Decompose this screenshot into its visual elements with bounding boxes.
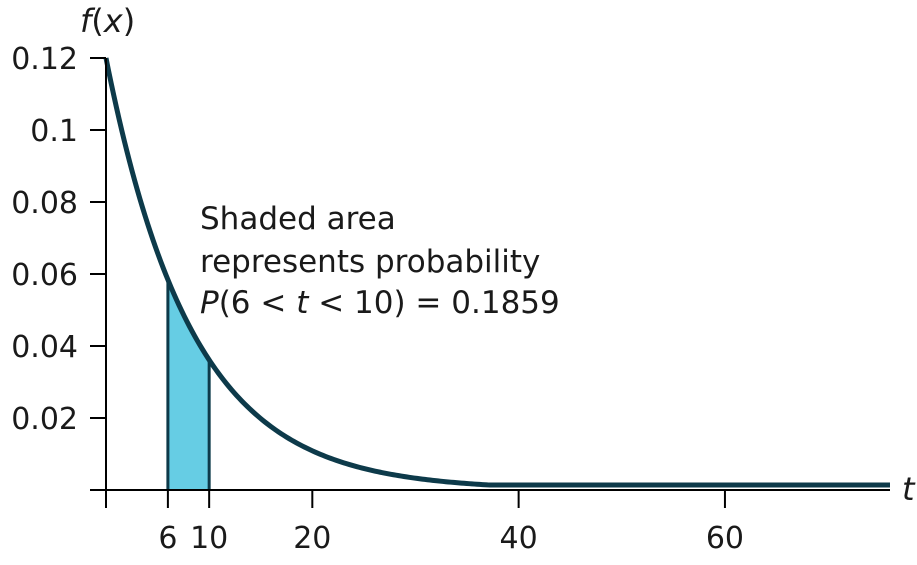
y-tick-label: 0.06 (11, 258, 78, 293)
x-tick-label: 10 (190, 521, 228, 556)
y-tick-label: 0.1 (30, 114, 78, 149)
shaded-area-layer (166, 279, 211, 490)
annotation-t: t (296, 285, 310, 321)
y-tick-label: 0.08 (11, 186, 78, 221)
x-tick-label: 40 (500, 521, 538, 556)
annotation-part-a: (6 < (219, 285, 297, 321)
y-axis-title-x: x (103, 2, 124, 40)
x-tick-label: 60 (706, 521, 744, 556)
curve-layer (103, 57, 890, 488)
y-axis-title-open: ( (91, 2, 103, 40)
annotation-line2: represents probability (200, 244, 540, 280)
annotation-line3: P(6 < t < 10) = 0.1859 (200, 285, 560, 321)
y-axis-title-close: ) (123, 2, 135, 40)
shaded-region (167, 279, 210, 490)
y-tick-label: 0.04 (11, 330, 78, 365)
y-tick-label: 0.12 (11, 42, 78, 77)
x-axis-title: t (902, 470, 916, 508)
density-curve (103, 57, 890, 488)
x-tick-label: 6 (158, 521, 177, 556)
y-axis-title: f(x) (80, 2, 135, 40)
axes-layer: 0.02 0.04 0.06 0.08 0.1 0.12 6 10 20 40 60 (11, 42, 890, 556)
x-tick-label: 20 (293, 521, 331, 556)
annotation-p: P (200, 285, 219, 321)
annotation-part-b: < 10) = 0.1859 (308, 285, 559, 321)
y-tick-label: 0.02 (11, 402, 78, 437)
annotation-line1: Shaded area (200, 201, 396, 237)
